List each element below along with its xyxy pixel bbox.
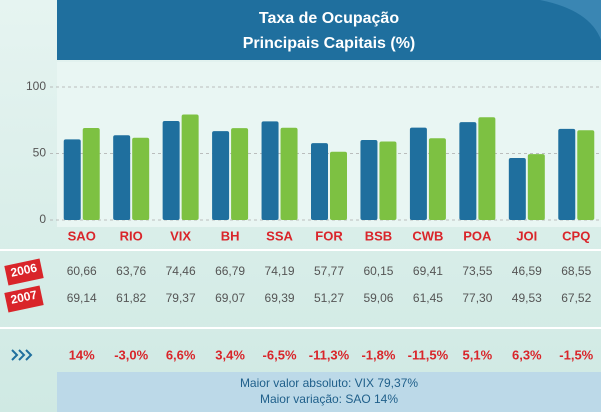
variation: 14% <box>69 347 95 362</box>
table-value: 69,39 <box>265 291 295 305</box>
bar <box>577 130 595 220</box>
y-tick-label: 100 <box>26 79 46 93</box>
legend-box <box>4 285 44 313</box>
bar <box>330 151 347 220</box>
table-value: 69,14 <box>67 291 97 305</box>
table-value: 57,77 <box>314 264 344 278</box>
table-value: 63,76 <box>116 264 146 278</box>
x-tick-label: FOR <box>315 228 343 243</box>
table-value: 68,55 <box>561 264 591 278</box>
arrow-icon <box>11 349 33 361</box>
header-accent <box>540 0 601 40</box>
table-value: 69,07 <box>215 291 245 305</box>
bar <box>428 138 446 220</box>
x-tick-label: BH <box>221 228 240 243</box>
variation: -3,0% <box>114 347 148 362</box>
table-value: 61,45 <box>413 291 443 305</box>
variation: 6,6% <box>166 347 196 362</box>
bar <box>409 127 427 220</box>
bar <box>478 117 496 220</box>
bar <box>280 127 298 220</box>
variation: -1,8% <box>361 347 395 362</box>
note: Maior valor absoluto: VIX 79,37% <box>240 376 418 390</box>
bar <box>558 128 576 220</box>
bar <box>261 121 279 220</box>
x-tick-label: BSB <box>365 228 392 243</box>
chart-title: Taxa de Ocupação <box>259 10 399 27</box>
bar <box>181 114 199 220</box>
bar <box>379 141 397 220</box>
table-value: 46,59 <box>512 264 542 278</box>
variation: 3,4% <box>215 347 245 362</box>
x-tick-label: CWB <box>412 228 443 243</box>
table-value: 67,52 <box>561 291 591 305</box>
bar <box>162 120 180 220</box>
y-tick-label: 50 <box>33 146 47 160</box>
bar <box>113 135 131 220</box>
legend-label: 2006 <box>9 261 38 280</box>
bar <box>360 140 378 220</box>
bar <box>132 137 150 220</box>
bar <box>527 154 545 220</box>
table-value: 74,46 <box>166 264 196 278</box>
bar <box>231 128 249 220</box>
header-box <box>57 0 601 60</box>
x-tick-label: JOI <box>516 228 537 243</box>
x-tick-label: VIX <box>170 228 191 243</box>
variation: 6,3% <box>512 347 542 362</box>
variation: -6,5% <box>263 347 297 362</box>
table-value: 60,66 <box>67 264 97 278</box>
notes-box <box>57 372 601 412</box>
x-tick-label: SSA <box>266 228 293 243</box>
bar <box>311 143 328 220</box>
table-value: 49,53 <box>512 291 542 305</box>
table-value: 77,30 <box>462 291 492 305</box>
legend-2007: 2007 <box>4 285 44 313</box>
bar <box>212 131 230 220</box>
x-tick-label: POA <box>463 228 492 243</box>
bar <box>508 158 526 220</box>
bar <box>63 139 81 220</box>
bar <box>82 128 100 220</box>
table-value: 66,79 <box>215 264 245 278</box>
table-value: 74,19 <box>265 264 295 278</box>
table-value: 69,41 <box>413 264 443 278</box>
legend-box <box>4 258 44 286</box>
legend-label: 2007 <box>9 288 38 307</box>
x-tick-label: RIO <box>120 228 143 243</box>
variation: -1,5% <box>559 347 593 362</box>
variation: -11,5% <box>408 347 449 362</box>
x-tick-label: CPQ <box>562 228 590 243</box>
table-value: 73,55 <box>462 264 492 278</box>
chart-title: Principais Capitais (%) <box>243 35 416 52</box>
table-value: 59,06 <box>363 291 393 305</box>
note: Maior variação: SAO 14% <box>260 392 398 406</box>
table-value: 79,37 <box>166 291 196 305</box>
x-tick-label: SAO <box>68 228 96 243</box>
legend-2006: 2006 <box>4 258 44 286</box>
table-value: 60,15 <box>363 264 393 278</box>
bar <box>459 122 477 220</box>
table-value: 61,82 <box>116 291 146 305</box>
y-tick-label: 0 <box>39 212 46 226</box>
variation: -11,3% <box>309 347 350 362</box>
variation: 5,1% <box>463 347 493 362</box>
table-value: 51,27 <box>314 291 344 305</box>
